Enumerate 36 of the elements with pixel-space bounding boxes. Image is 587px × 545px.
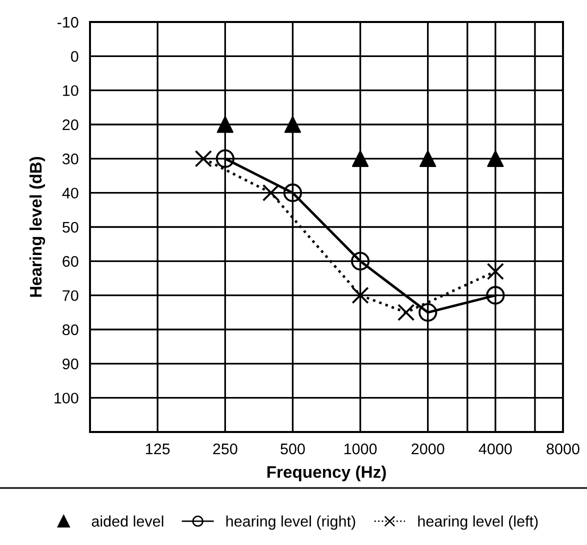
x-axis-title: Frequency (Hz) xyxy=(267,466,386,482)
y-tick-label: 60 xyxy=(62,256,78,267)
y-tick-label: 10 xyxy=(63,85,78,96)
point xyxy=(284,116,302,133)
y-tick-label: 80 xyxy=(62,324,78,336)
y-tick-label: 70 xyxy=(62,290,78,302)
x-tick-label: 500 xyxy=(280,444,305,454)
x-tick-label: 2000 xyxy=(412,444,444,454)
y-tick-label: 0 xyxy=(70,51,78,62)
y-tick-label: 50 xyxy=(62,222,78,233)
point xyxy=(420,150,436,167)
x-tick-label: 4000 xyxy=(478,444,512,454)
legend-label: aided level xyxy=(92,515,164,527)
y-tick-label: 90 xyxy=(62,358,78,370)
point xyxy=(283,184,302,202)
y-tick-label: 30 xyxy=(62,154,78,164)
point xyxy=(418,303,438,322)
point xyxy=(486,286,505,305)
point xyxy=(350,252,370,270)
x-tick-label: 125 xyxy=(146,444,170,454)
x-tick-label: 1000 xyxy=(344,444,377,454)
y-tick-label: 20 xyxy=(62,119,78,130)
x-tick-label: 250 xyxy=(213,444,238,454)
x-tick-label: 8000 xyxy=(546,444,580,454)
y-axis-title: Hearing level (dB) xyxy=(29,156,46,297)
point xyxy=(352,286,369,304)
point xyxy=(487,150,504,167)
legend-label: hearing level (left) xyxy=(418,515,538,530)
point xyxy=(486,262,504,280)
y-tick-label: -10 xyxy=(57,16,78,28)
y-tick-label: 100 xyxy=(54,392,78,404)
point xyxy=(216,116,234,133)
point xyxy=(352,150,369,167)
legend-label: hearing level (right) xyxy=(226,515,356,530)
point xyxy=(216,149,234,168)
y-tick-label: 40 xyxy=(62,188,78,199)
